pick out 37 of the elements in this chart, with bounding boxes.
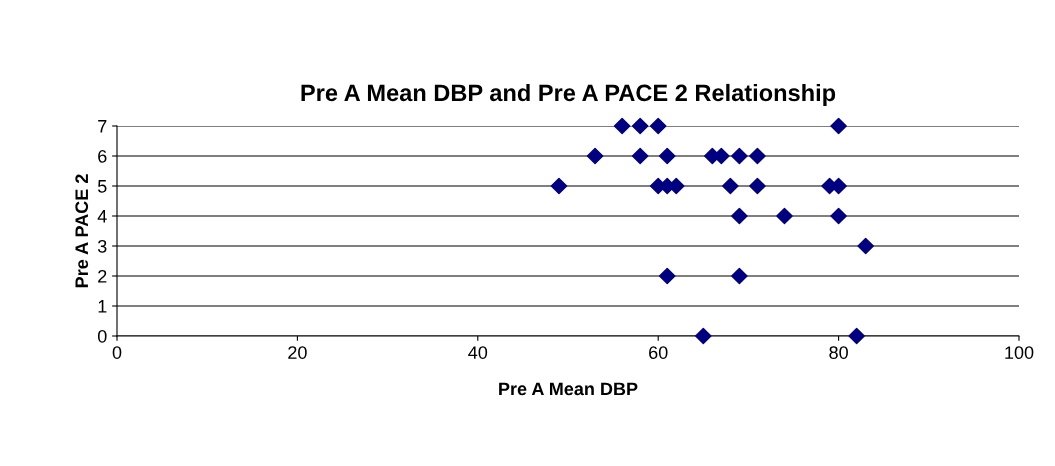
y-tick-label: 6 — [98, 149, 107, 163]
point — [731, 207, 748, 225]
point — [848, 327, 865, 345]
x-tick-label: 40 — [468, 346, 488, 359]
y-axis-title: Pre A PACE 2 — [75, 174, 89, 288]
point — [658, 147, 676, 165]
point — [631, 147, 649, 165]
point — [550, 177, 568, 195]
point — [830, 207, 847, 225]
point — [586, 147, 604, 165]
point — [776, 207, 793, 225]
y-tick-label: 0 — [97, 329, 107, 343]
chart-title: Pre A Mean DBP and Pre A PACE 2 Relationship — [301, 83, 836, 106]
point — [749, 177, 766, 195]
point — [731, 147, 748, 165]
point — [658, 267, 676, 285]
y-tick-label: 5 — [97, 180, 107, 193]
x-axis-title: Pre A Mean DBP — [499, 382, 638, 396]
point — [722, 177, 739, 195]
point — [649, 117, 667, 135]
x-tick-label: 80 — [829, 346, 848, 359]
point — [857, 237, 874, 255]
y-tick-label: 3 — [97, 239, 107, 253]
point — [613, 117, 631, 135]
x-tick-label: 0 — [112, 346, 122, 359]
y-tick-label: 1 — [98, 300, 107, 313]
point — [694, 327, 712, 345]
point — [749, 147, 766, 165]
point — [830, 117, 847, 135]
point — [631, 117, 649, 135]
point — [731, 267, 748, 285]
x-tick-label: 100 — [1005, 346, 1034, 359]
y-tick-label: 4 — [97, 210, 107, 223]
y-tick-label: 2 — [98, 269, 107, 283]
x-tick-label: 20 — [288, 346, 307, 359]
y-tick-label: 7 — [98, 120, 107, 133]
x-tick-label: 60 — [649, 346, 668, 359]
